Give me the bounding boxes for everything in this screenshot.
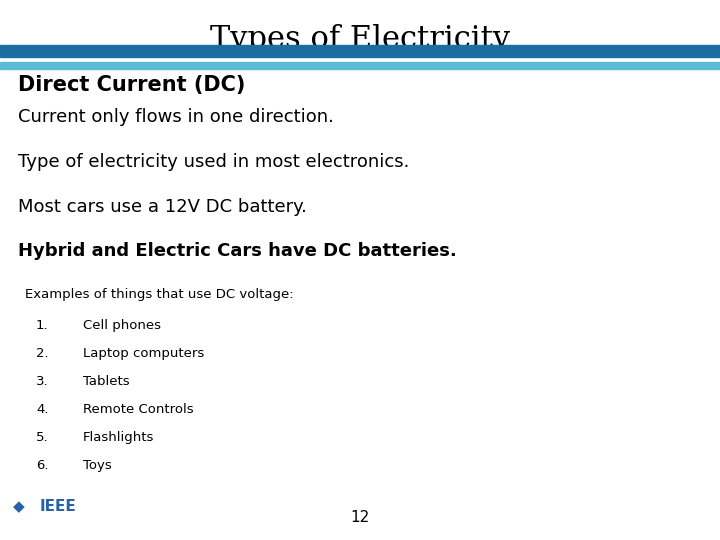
Text: Direct Current (DC): Direct Current (DC) bbox=[18, 75, 246, 94]
Text: 2.: 2. bbox=[36, 347, 49, 360]
Text: Cell phones: Cell phones bbox=[83, 319, 161, 332]
Bar bbox=[0, 62, 720, 69]
Text: IEEE: IEEE bbox=[40, 499, 76, 514]
Text: 1.: 1. bbox=[36, 319, 49, 332]
Text: 6.: 6. bbox=[36, 459, 48, 472]
Bar bbox=[0, 45, 720, 57]
Text: Remote Controls: Remote Controls bbox=[83, 403, 194, 416]
Text: ◆: ◆ bbox=[13, 499, 24, 514]
Text: Toys: Toys bbox=[83, 459, 112, 472]
Text: Laptop computers: Laptop computers bbox=[83, 347, 204, 360]
Text: Types of Electricity: Types of Electricity bbox=[210, 24, 510, 55]
Text: Hybrid and Electric Cars have DC batteries.: Hybrid and Electric Cars have DC batteri… bbox=[18, 242, 456, 260]
Text: Flashlights: Flashlights bbox=[83, 431, 154, 444]
Text: 3.: 3. bbox=[36, 375, 49, 388]
Text: Most cars use a 12V DC battery.: Most cars use a 12V DC battery. bbox=[18, 198, 307, 215]
Text: 5.: 5. bbox=[36, 431, 49, 444]
Text: Type of electricity used in most electronics.: Type of electricity used in most electro… bbox=[18, 153, 410, 171]
Text: 12: 12 bbox=[351, 510, 369, 525]
Text: Examples of things that use DC voltage:: Examples of things that use DC voltage: bbox=[25, 288, 294, 301]
Text: 4.: 4. bbox=[36, 403, 48, 416]
Text: Current only flows in one direction.: Current only flows in one direction. bbox=[18, 108, 334, 126]
Text: Tablets: Tablets bbox=[83, 375, 130, 388]
